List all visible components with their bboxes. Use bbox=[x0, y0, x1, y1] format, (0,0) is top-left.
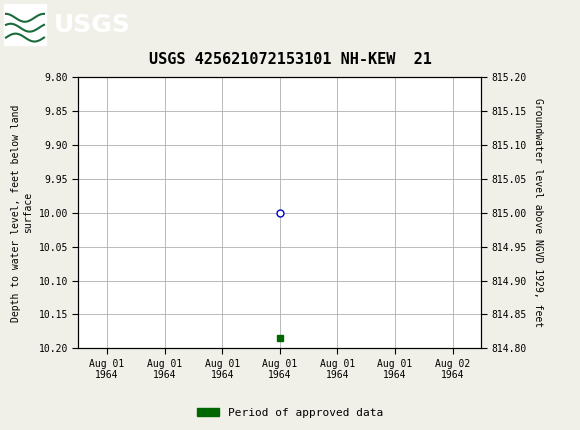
Y-axis label: Groundwater level above NGVD 1929, feet: Groundwater level above NGVD 1929, feet bbox=[532, 98, 543, 327]
Text: USGS 425621072153101 NH-KEW  21: USGS 425621072153101 NH-KEW 21 bbox=[148, 52, 432, 67]
Text: USGS: USGS bbox=[54, 13, 131, 37]
Bar bbox=[4, 4, 46, 46]
Y-axis label: Depth to water level, feet below land
surface: Depth to water level, feet below land su… bbox=[12, 104, 33, 322]
Legend: Period of approved data: Period of approved data bbox=[193, 403, 387, 422]
